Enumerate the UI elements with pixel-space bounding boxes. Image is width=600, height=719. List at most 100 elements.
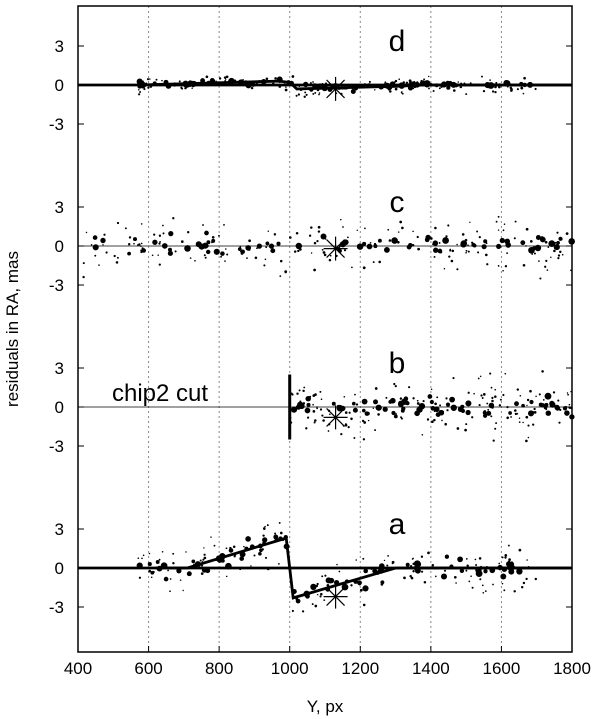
data-point xyxy=(161,551,164,553)
y-tick-label: 0 xyxy=(55,76,64,95)
data-point xyxy=(151,254,154,257)
data-point xyxy=(202,224,204,226)
data-point xyxy=(278,521,281,524)
data-point xyxy=(544,402,549,407)
chart-panels: 3 0 -3 d 3 0 -3 c 3 0 -3 chip2 cut b 3 0 -3 a xyxy=(49,25,575,617)
star-marker xyxy=(323,236,348,261)
data-point xyxy=(558,421,561,424)
data-point xyxy=(138,89,140,91)
data-point xyxy=(520,585,524,589)
data-point xyxy=(321,575,324,578)
data-point xyxy=(274,77,277,80)
data-point xyxy=(483,239,488,244)
data-point xyxy=(148,552,151,555)
data-point xyxy=(270,248,276,254)
data-point xyxy=(434,402,437,406)
data-point xyxy=(161,79,163,82)
data-point xyxy=(399,220,403,224)
data-point xyxy=(538,393,541,396)
data-point xyxy=(310,226,313,229)
data-point xyxy=(416,399,419,402)
data-point xyxy=(319,390,322,393)
data-point xyxy=(452,377,455,380)
data-point xyxy=(502,269,504,272)
data-point xyxy=(430,406,436,411)
data-point xyxy=(362,438,366,441)
data-point xyxy=(211,241,213,244)
data-point xyxy=(321,414,324,417)
data-point xyxy=(534,244,542,252)
data-point xyxy=(328,258,332,262)
data-point xyxy=(391,410,396,416)
data-point xyxy=(494,388,497,391)
data-point xyxy=(258,551,262,556)
panel-label-d: d xyxy=(389,25,406,58)
data-point xyxy=(459,568,465,573)
data-point xyxy=(302,81,309,88)
data-point xyxy=(301,610,305,613)
data-point xyxy=(446,85,451,90)
data-point xyxy=(557,399,560,402)
data-point xyxy=(465,400,472,407)
y-tick-label: 0 xyxy=(55,237,64,256)
x-axis-ticks: 400 600 800 1000 1200 1400 1600 1800 xyxy=(64,646,591,678)
data-point xyxy=(319,408,323,411)
data-point xyxy=(497,215,500,218)
data-point xyxy=(211,236,215,239)
data-point xyxy=(319,595,322,598)
data-point xyxy=(495,220,498,223)
data-point xyxy=(343,395,346,398)
data-point xyxy=(556,240,560,245)
x-tick-label: 400 xyxy=(64,659,92,678)
data-point xyxy=(138,576,142,579)
data-point xyxy=(152,239,158,245)
data-point xyxy=(375,404,382,411)
star-stroke xyxy=(326,587,346,607)
data-point xyxy=(452,89,456,92)
y-tick-label: 3 xyxy=(55,198,64,217)
data-point xyxy=(403,396,409,401)
data-point xyxy=(324,238,327,240)
data-point xyxy=(553,244,560,251)
data-point xyxy=(541,370,544,373)
data-point xyxy=(477,377,480,380)
data-point xyxy=(213,248,220,255)
data-point xyxy=(159,241,161,243)
data-point xyxy=(205,568,211,574)
data-point xyxy=(351,401,356,406)
y-tick-label: 3 xyxy=(55,359,64,378)
data-point xyxy=(100,237,106,244)
data-point xyxy=(461,241,467,247)
data-point xyxy=(174,250,177,253)
data-point xyxy=(457,81,459,83)
y-tick-label: -3 xyxy=(49,437,64,456)
data-point xyxy=(226,253,229,256)
data-point xyxy=(372,407,375,410)
data-point xyxy=(456,268,459,271)
data-point xyxy=(358,583,361,586)
y-tick-label: 0 xyxy=(55,398,64,417)
data-point xyxy=(265,77,269,81)
data-point xyxy=(295,231,299,235)
data-point xyxy=(279,275,282,277)
data-point xyxy=(533,411,537,414)
data-point xyxy=(408,386,411,389)
data-point xyxy=(403,400,406,404)
data-point xyxy=(467,391,470,394)
data-point xyxy=(352,407,358,413)
data-point xyxy=(157,254,159,256)
data-point xyxy=(198,243,205,250)
data-point xyxy=(482,89,486,93)
data-point xyxy=(248,239,251,243)
data-point xyxy=(449,248,452,251)
data-point xyxy=(323,599,326,601)
data-point xyxy=(450,259,454,263)
data-point xyxy=(178,80,181,83)
data-point xyxy=(384,81,387,84)
data-point xyxy=(566,392,569,394)
data-point xyxy=(140,242,143,245)
data-point xyxy=(498,404,502,407)
data-point xyxy=(522,581,526,585)
data-point xyxy=(504,372,507,375)
data-point xyxy=(124,227,127,230)
